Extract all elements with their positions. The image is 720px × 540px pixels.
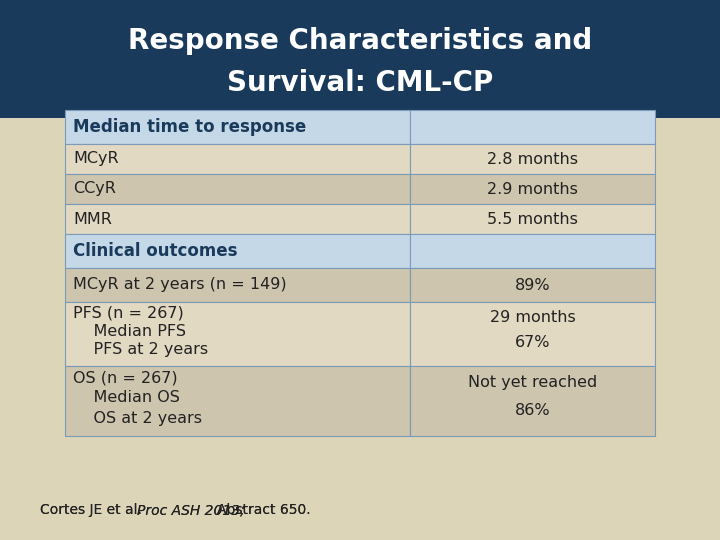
Text: OS at 2 years: OS at 2 years: [73, 410, 202, 426]
Bar: [410, 302, 655, 366]
Text: Median time to response: Median time to response: [73, 118, 306, 136]
Text: Response Characteristics and: Response Characteristics and: [128, 28, 592, 55]
Bar: [65, 268, 410, 302]
Text: 86%: 86%: [515, 403, 550, 418]
Text: 89%: 89%: [515, 278, 550, 293]
Text: MCyR at 2 years (n = 149): MCyR at 2 years (n = 149): [73, 278, 287, 293]
Text: 2.9 months: 2.9 months: [487, 181, 578, 197]
Text: Proc ASH 2013;: Proc ASH 2013;: [137, 503, 245, 517]
Text: Cortes JE et al.: Cortes JE et al.: [40, 503, 146, 517]
Bar: [65, 302, 410, 366]
Text: OS (n = 267): OS (n = 267): [73, 370, 178, 386]
Bar: [65, 234, 410, 268]
Text: 67%: 67%: [515, 335, 550, 350]
Text: PFS at 2 years: PFS at 2 years: [73, 342, 208, 357]
Text: 29 months: 29 months: [490, 310, 575, 325]
Bar: [65, 366, 410, 436]
Text: Cortes JE et al. ​Proc ASH 2013;: Cortes JE et al. ​Proc ASH 2013;: [40, 503, 253, 517]
Bar: [65, 144, 410, 174]
Bar: [410, 268, 655, 302]
Text: Abstract 650.: Abstract 650.: [217, 503, 310, 517]
Bar: [410, 144, 655, 174]
Bar: [410, 110, 655, 144]
Bar: [65, 110, 410, 144]
Text: CCyR: CCyR: [73, 181, 116, 197]
Text: PFS (n = 267): PFS (n = 267): [73, 306, 184, 320]
Text: 2.8 months: 2.8 months: [487, 152, 578, 166]
Text: MMR: MMR: [73, 212, 112, 226]
Bar: [410, 366, 655, 436]
Bar: [0, 0, 720, 118]
Bar: [410, 234, 655, 268]
Bar: [65, 204, 410, 234]
Text: Median PFS: Median PFS: [73, 324, 186, 339]
Text: Abstract 650.: Abstract 650.: [217, 503, 310, 517]
Text: Median OS: Median OS: [73, 390, 180, 406]
Text: Clinical outcomes: Clinical outcomes: [73, 242, 238, 260]
Text: MCyR: MCyR: [73, 152, 119, 166]
Bar: [65, 174, 410, 204]
Text: Cortes JE et al.: Cortes JE et al.: [40, 503, 146, 517]
Text: Not yet reached: Not yet reached: [468, 375, 597, 390]
Text: Proc ASH 2013;: Proc ASH 2013;: [137, 503, 245, 517]
Bar: [39, 500, 439, 520]
Text: Cortes JE et al.: Cortes JE et al.: [40, 503, 146, 517]
Text: 5.5 months: 5.5 months: [487, 212, 578, 226]
Bar: [410, 174, 655, 204]
Text: Survival: CML-CP: Survival: CML-CP: [227, 69, 493, 97]
Bar: [410, 204, 655, 234]
